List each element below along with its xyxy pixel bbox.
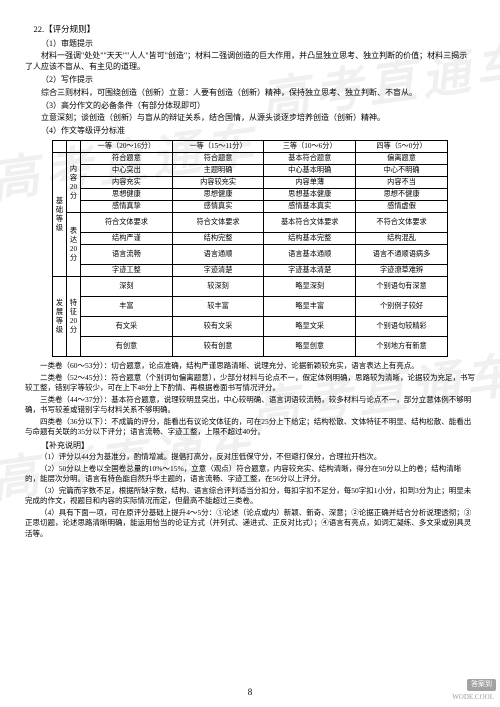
cell: 个别例子较好: [356, 297, 448, 317]
cell: 感情基本真实: [264, 201, 356, 213]
footer-watermark: WODE.COOL: [452, 693, 494, 703]
cell: 不符合文体要求: [356, 213, 448, 233]
scoring-table: 一等（20～16分） 一等（15～11分） 三等（10～6分） 四等（5～0分）…: [52, 140, 448, 357]
supplement-title: 【补充说明】: [25, 440, 475, 451]
category-4: 四类卷（36分以下）：不成篇的评分，能看出有议论文体征的，可在25分上下给定；结…: [25, 417, 475, 438]
cell: 字迹潦草难辨: [356, 265, 448, 277]
cell: 偏离题意: [356, 153, 448, 165]
footer-tag: 答案到: [467, 679, 496, 691]
cell: 较有文采: [172, 317, 263, 337]
cell: 思想不健康: [356, 189, 448, 201]
cell: 个别语句较精彩: [356, 317, 448, 337]
supp-3: （3）完篇而字数不足，根据所缺字数，结构、语言综合评判适当分扣分，每扣字扣不足分…: [25, 486, 475, 507]
supp-2: （2）50分以上卷以全国卷总量的10%～15%，立意（观点）符合题意，内容较充实…: [25, 464, 475, 485]
cell: 语言通顺: [172, 245, 263, 265]
cell: 内容不当: [356, 177, 448, 189]
cell: 符合文体要求: [81, 213, 173, 233]
cell: 符合题意: [172, 153, 263, 165]
cell: 字迹工整: [81, 265, 173, 277]
cell: 结构严谨: [81, 233, 173, 245]
cell: 较深刻: [172, 277, 263, 297]
cell: 感情虚假: [356, 201, 448, 213]
category-3: 三类卷（44～37分）：基本符合题意，说理较明显突出，中心较明确、语言词语较流畅…: [25, 395, 475, 416]
th-blank1: [53, 141, 67, 153]
category-2: 二类卷（52～45分）：符合题意（个别词句偏离题意），少部分材料与论点不一，假定…: [25, 373, 475, 394]
cell: 内容较充实: [172, 177, 263, 189]
cell: 略显丰富: [264, 297, 356, 317]
para-3: 立意深刻；谈创造（创新）与盲从的辩证关系，结合国情，从源头谈逐步培养创造（创新）…: [25, 112, 475, 123]
cell: 思想基本健康: [264, 189, 356, 201]
cell: 深刻: [81, 277, 173, 297]
question-number: 22.【评分规则】: [25, 24, 475, 36]
th-blank2: [67, 141, 81, 153]
cell: 个别语句有深意: [356, 277, 448, 297]
supp-1: （1）评分以44分为基准分，酌情增减。提倡打高分，反对压低保守分，不但避打保分，…: [25, 452, 475, 463]
cell: 符合题意: [81, 153, 173, 165]
cell: 中心突出: [81, 165, 173, 177]
sub-4: （4）作文等级评分标准: [25, 125, 475, 136]
cell: 结构混乱: [356, 233, 448, 245]
cell: 略显文采: [264, 317, 356, 337]
cell: 略显创意: [264, 337, 356, 357]
sub-content: 内容20分: [67, 153, 81, 213]
cell: 个别地方有新意: [356, 337, 448, 357]
cell: 感情真挚: [81, 201, 173, 213]
cell: 内容单薄: [264, 177, 356, 189]
cell: 主题明确: [172, 165, 263, 177]
cell: 较丰富: [172, 297, 263, 317]
th-3: 三等（10～6分）: [264, 141, 356, 153]
cell: 基本符合文体要求: [264, 213, 356, 233]
cell: 结构完整: [172, 233, 263, 245]
cell: 内容充实: [81, 177, 173, 189]
cell: 语言流畅: [81, 245, 173, 265]
cell: 丰富: [81, 297, 173, 317]
cell: 基本符合题意: [264, 153, 356, 165]
cell: 中心不明确: [356, 165, 448, 177]
cell: 中心基本明确: [264, 165, 356, 177]
cell: 较有创意: [172, 337, 263, 357]
cell: 感情真实: [172, 201, 263, 213]
para-1: 材料一强调"处处""天天""人人"皆可"创造"；材料二强调创造的巨大作用，并凸显…: [25, 50, 475, 72]
th-1: 一等（20～16分）: [81, 141, 173, 153]
sub-express: 表达20分: [67, 213, 81, 277]
cell: 语言基本通顺: [264, 245, 356, 265]
side-base: 基础等级: [53, 153, 67, 277]
cell: 有文采: [81, 317, 173, 337]
cell: 有创意: [81, 337, 173, 357]
cell: 略显深刻: [264, 277, 356, 297]
sub-2: （2）写作提示: [25, 74, 475, 85]
side-dev: 发展等级: [53, 277, 67, 357]
sub-1: （1）审题提示: [25, 38, 475, 49]
cell: 思想健康: [81, 189, 173, 201]
para-2: 综合三则材料，可围绕创造（创新）立意：人要有创造（创新）精神，保持独立思考、独立…: [25, 87, 475, 98]
cell: 字迹清楚: [172, 265, 263, 277]
cell: 思想健康: [172, 189, 263, 201]
cell: 符合文体要求: [172, 213, 263, 233]
sub-3: （3）高分作文的必备条件（有部分体现即可）: [25, 100, 475, 111]
page-number: 8: [0, 686, 500, 699]
th-2: 一等（15～11分）: [172, 141, 263, 153]
cell: 字迹基本清楚: [264, 265, 356, 277]
category-1: 一类卷（60～53分）：切合题意，论点准确，结构严谨思路清晰、说理充分、论据新颖…: [25, 361, 475, 372]
sub-feature: 特征20分: [67, 277, 81, 357]
cell: 语言不通顺语病多: [356, 245, 448, 265]
cell: 结构基本完整: [264, 233, 356, 245]
th-4: 四等（5～0分）: [356, 141, 448, 153]
supp-4: （4）具有下面一项，可在原评分基础上提升4～5分：①论述（论点或内）新颖、新奇、…: [25, 508, 475, 540]
